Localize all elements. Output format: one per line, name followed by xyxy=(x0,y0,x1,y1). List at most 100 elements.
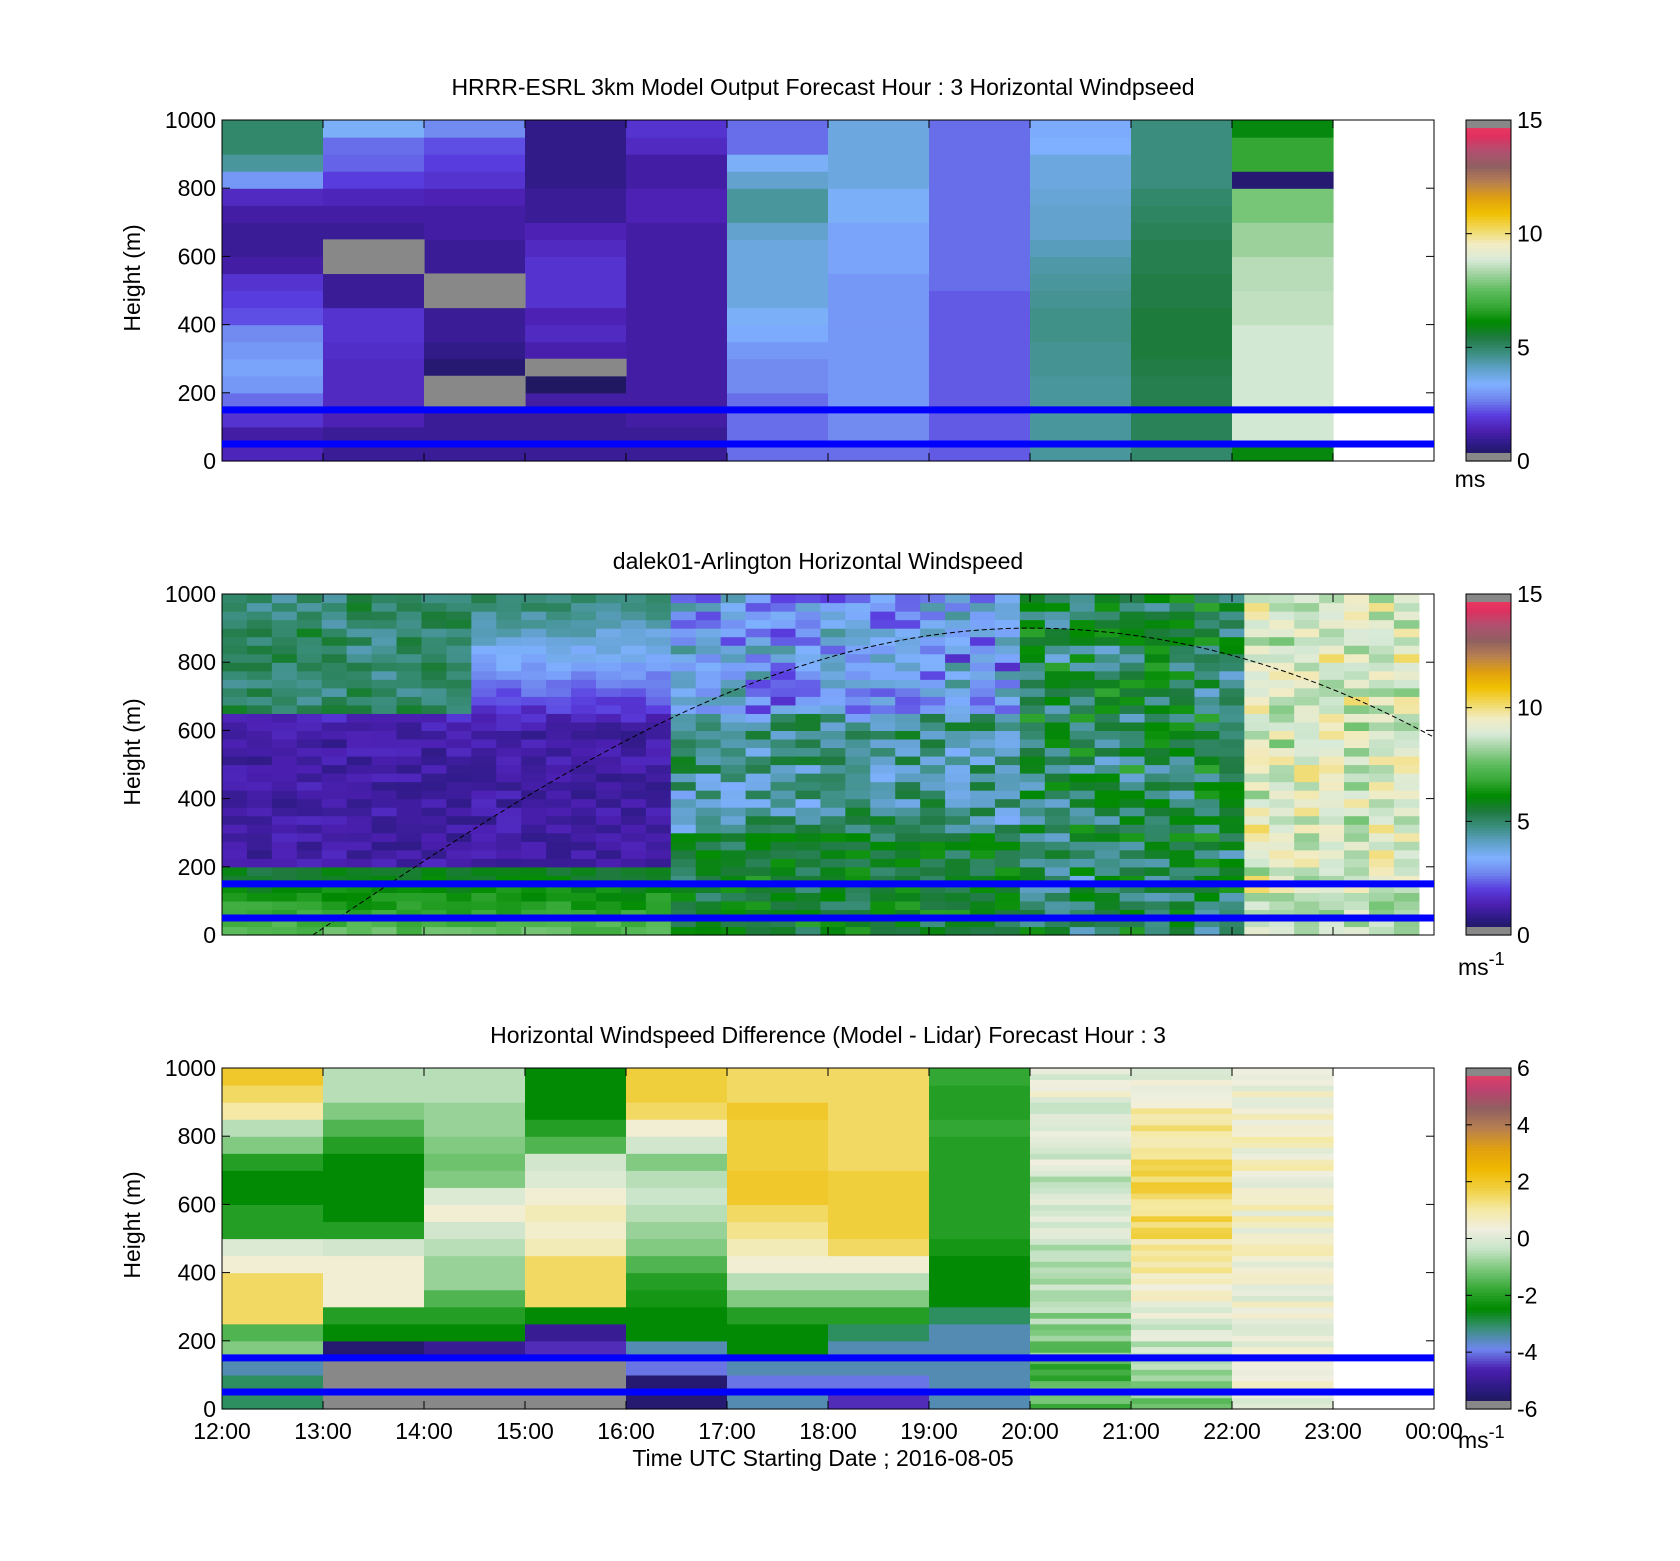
difference-cell xyxy=(222,1175,324,1183)
lidar-cell xyxy=(895,679,921,689)
model-cell xyxy=(1131,324,1233,343)
model-cell xyxy=(626,341,728,360)
lidar-cell xyxy=(1344,764,1370,774)
colorbar-segment xyxy=(1466,185,1511,189)
difference-cell xyxy=(929,1181,1031,1188)
lidar-cell xyxy=(920,730,946,740)
lidar-cell xyxy=(695,858,722,868)
lidar-cell xyxy=(421,815,448,825)
difference-cell xyxy=(525,1232,627,1240)
lidar-cell xyxy=(670,858,697,868)
lidar-cell xyxy=(546,628,572,638)
lidar-cell xyxy=(1194,679,1220,689)
lidar-cell xyxy=(396,696,423,706)
lidar-cell xyxy=(596,883,622,893)
lidar-cell xyxy=(670,738,697,749)
lidar-cell xyxy=(720,841,747,851)
lidar-cell xyxy=(795,730,822,740)
lidar-cell xyxy=(1094,875,1121,885)
lidar-cell xyxy=(920,721,946,731)
model-cell xyxy=(525,290,627,309)
lidar-cell xyxy=(645,790,672,800)
lidar-cell xyxy=(222,602,248,612)
lidar-cell xyxy=(920,841,946,851)
y-tick-label: 200 xyxy=(178,380,216,406)
model-cell xyxy=(727,443,829,462)
lidar-cell xyxy=(1194,849,1220,859)
lidar-cell xyxy=(1294,611,1320,621)
model-cell xyxy=(626,409,728,428)
lidar-cell xyxy=(222,636,248,646)
difference-cell xyxy=(1030,1164,1132,1171)
lidar-cell xyxy=(820,798,846,808)
lidar-cell xyxy=(396,892,423,902)
lidar-cell xyxy=(994,917,1021,928)
lidar-cell xyxy=(421,917,448,928)
lidar-cell xyxy=(596,602,622,612)
difference-cell xyxy=(626,1289,728,1296)
model-cell xyxy=(1232,426,1334,445)
colorbar-segment xyxy=(1466,210,1511,215)
lidar-cell xyxy=(795,653,822,663)
lidar-cell xyxy=(645,670,672,680)
lidar-cell xyxy=(246,662,273,672)
lidar-cell xyxy=(271,866,298,876)
colorbar-tick-label: 15 xyxy=(1517,107,1543,133)
difference-cell xyxy=(1030,1204,1132,1211)
lidar-cell xyxy=(471,790,497,800)
lidar-cell xyxy=(820,790,846,800)
model-cell xyxy=(727,324,829,343)
difference-cell xyxy=(929,1295,1031,1302)
lidar-cell xyxy=(1368,679,1395,689)
lidar-cell xyxy=(1069,687,1096,697)
lidar-cell xyxy=(1094,781,1121,791)
lidar-cell xyxy=(1393,875,1420,885)
lidar-cell xyxy=(296,747,323,757)
model-cell xyxy=(323,324,425,343)
lidar-cell xyxy=(346,917,373,928)
colorbar-segment xyxy=(1466,1383,1511,1387)
lidar-cell xyxy=(1094,883,1121,893)
lidar-cell xyxy=(820,713,846,723)
difference-cell xyxy=(1030,1175,1132,1183)
lidar-cell xyxy=(870,824,896,834)
difference-cell xyxy=(1131,1158,1233,1166)
lidar-cell xyxy=(1144,892,1171,902)
colorbar-segment xyxy=(1466,1085,1511,1089)
panel-model-title: HRRR-ESRL 3km Model Output Forecast Hour… xyxy=(451,74,1194,100)
lidar-cell xyxy=(845,611,871,621)
difference-cell xyxy=(1131,1113,1233,1120)
colorbar-segment xyxy=(1466,333,1511,337)
difference-cell xyxy=(828,1323,930,1331)
lidar-cell xyxy=(920,619,946,629)
difference-cell xyxy=(626,1124,728,1132)
colorbar-segment xyxy=(1466,435,1511,439)
lidar-cell xyxy=(246,713,273,723)
lidar-cell xyxy=(1393,798,1420,808)
lidar-cell xyxy=(1269,875,1295,885)
lidar-cell xyxy=(521,866,547,876)
lidar-cell xyxy=(222,764,248,774)
colorbar-segment xyxy=(1466,276,1511,280)
difference-cell xyxy=(626,1147,728,1154)
colorbar-segment xyxy=(1466,787,1511,791)
colorbar-segment xyxy=(1466,790,1511,794)
lidar-cell xyxy=(745,619,772,629)
lidar-cell xyxy=(571,738,597,749)
difference-cell xyxy=(525,1102,627,1109)
lidar-cell xyxy=(1368,917,1395,928)
lidar-cell xyxy=(371,645,398,655)
difference-cell xyxy=(222,1147,324,1154)
difference-cell xyxy=(1232,1363,1334,1370)
difference-cell xyxy=(727,1323,829,1331)
difference-cell xyxy=(626,1096,728,1103)
lidar-cell xyxy=(795,687,822,697)
lidar-cell xyxy=(1269,764,1295,774)
lidar-cell xyxy=(820,679,846,689)
model-cell xyxy=(1131,154,1233,172)
colorbar-segment xyxy=(1466,222,1511,226)
difference-cell xyxy=(323,1227,425,1234)
lidar-cell xyxy=(745,738,772,749)
colorbar-segment xyxy=(1466,824,1511,828)
